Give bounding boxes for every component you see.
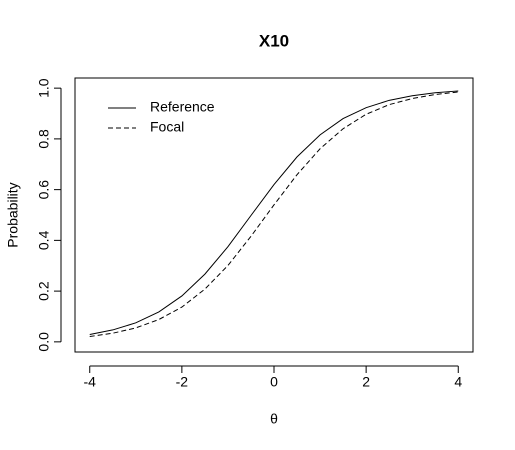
y-axis-title: Probability — [5, 182, 21, 247]
y-tick-label: 0.8 — [36, 129, 52, 149]
y-tick-label: 1.0 — [36, 78, 52, 98]
y-tick-label: 0.2 — [36, 281, 52, 301]
series-line — [89, 90, 459, 335]
x-tick-label: 4 — [454, 374, 462, 390]
series-line — [89, 91, 459, 338]
legend-label: Focal — [150, 119, 184, 135]
x-tick-label: -4 — [84, 374, 97, 390]
y-tick-label: 0.6 — [36, 180, 52, 200]
y-tick-label: 0.0 — [36, 332, 52, 352]
chart-title: X10 — [259, 31, 289, 50]
plot-box — [74, 77, 474, 353]
x-tick-label: -2 — [176, 374, 189, 390]
x-tick-label: 2 — [362, 374, 370, 390]
y-tick-label: 0.4 — [36, 230, 52, 250]
x-tick-label: 0 — [270, 374, 278, 390]
legend-label: Reference — [150, 99, 215, 115]
x-axis-title: θ — [270, 411, 278, 427]
